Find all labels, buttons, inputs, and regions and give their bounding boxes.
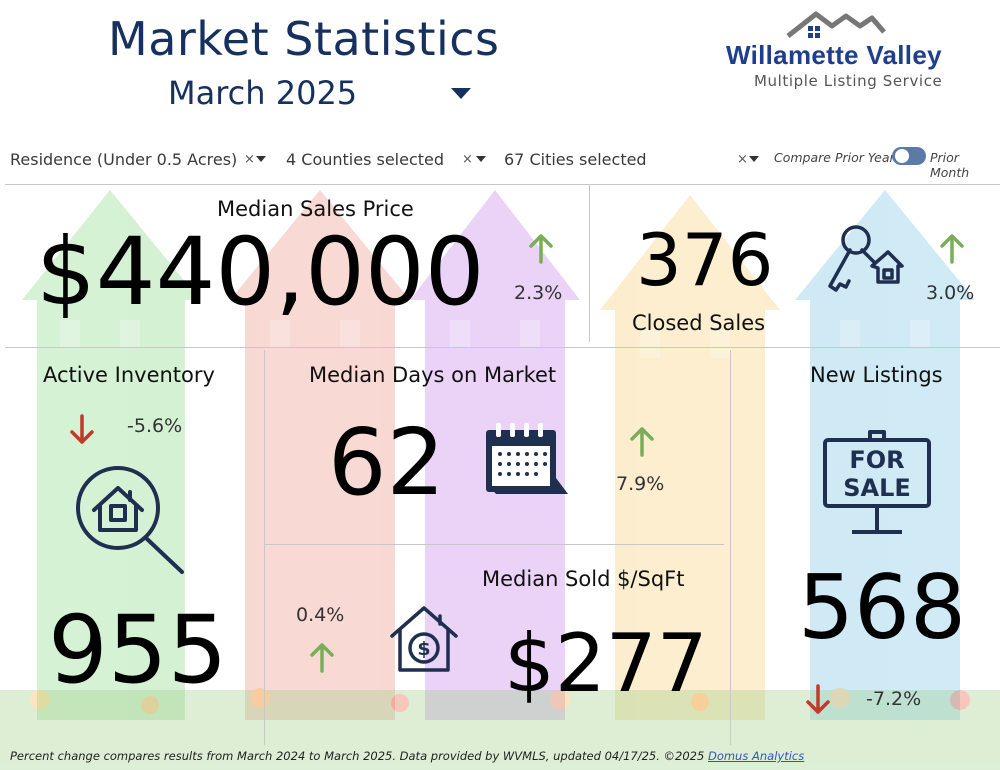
for-sale-sign-icon: FOR SALE — [823, 430, 931, 534]
active-inventory-value: 955 — [48, 596, 228, 705]
median-sales-price-value: $440,000 — [36, 218, 485, 327]
new-listings-value: 568 — [798, 556, 966, 659]
logo-subtitle: Multiple Listing Service — [754, 72, 943, 90]
new-listings-change: -7.2% — [866, 688, 922, 710]
divider — [264, 350, 265, 745]
arrow-up-icon — [630, 427, 654, 457]
roof-logo-icon — [786, 11, 886, 38]
footer-text: Percent change compares results from Mar… — [10, 749, 708, 763]
calendar-icon — [486, 423, 568, 494]
median-days-on-market-value: 62 — [328, 409, 446, 516]
logo-name: Willamette Valley — [726, 40, 942, 70]
divider — [264, 544, 724, 545]
arrow-up-icon — [940, 234, 964, 264]
house-key-icon — [828, 225, 904, 292]
for-sale-sign-line1: FOR — [849, 446, 904, 474]
period-selector[interactable]: March 2025 — [168, 74, 358, 112]
median-days-on-market-label: Median Days on Market — [309, 363, 557, 387]
filter-counties[interactable]: 4 Counties selected — [286, 150, 445, 169]
compare-toggle-knob[interactable] — [895, 149, 909, 163]
divider — [589, 185, 590, 342]
page-title: Market Statistics — [108, 12, 500, 66]
arrow-up-icon — [310, 643, 334, 673]
clear-property-type-icon[interactable]: × — [244, 152, 255, 167]
svg-text:$: $ — [417, 638, 430, 660]
domus-analytics-link[interactable]: Domus Analytics — [707, 749, 805, 763]
compare-prior-month-label: Prior Month — [930, 150, 970, 180]
chevron-down-icon[interactable] — [256, 156, 266, 162]
clear-cities-icon[interactable]: × — [737, 152, 748, 167]
median-days-on-market-change: 7.9% — [616, 473, 665, 495]
closed-sales-label: Closed Sales — [632, 311, 766, 335]
for-sale-sign-line2: SALE — [843, 474, 911, 502]
chevron-down-icon[interactable] — [749, 156, 759, 162]
house-dollar-icon: $ — [390, 606, 458, 672]
active-inventory-label: Active Inventory — [43, 363, 215, 387]
filter-property-type[interactable]: Residence (Under 0.5 Acres) — [10, 150, 238, 169]
median-sold-per-sqft-value: $277 — [504, 617, 708, 710]
compare-prior-year-label: Compare Prior Year — [774, 150, 895, 165]
divider — [730, 350, 731, 745]
arrow-up-icon — [529, 234, 553, 264]
active-inventory-change: -5.6% — [127, 415, 183, 437]
median-sold-per-sqft-change: 0.4% — [296, 604, 345, 626]
median-sales-price-label: Median Sales Price — [217, 197, 414, 221]
closed-sales-change: 3.0% — [926, 282, 975, 304]
median-sold-per-sqft-label: Median Sold $/SqFt — [482, 567, 685, 591]
divider — [5, 347, 1000, 348]
arrow-down-icon — [806, 684, 830, 714]
clear-counties-icon[interactable]: × — [462, 152, 473, 167]
chevron-down-icon[interactable] — [451, 88, 471, 99]
footer-note: Percent change compares results from Mar… — [10, 749, 804, 763]
chevron-down-icon[interactable] — [476, 156, 486, 162]
divider — [5, 184, 1000, 185]
filter-cities[interactable]: 67 Cities selected — [504, 150, 647, 169]
closed-sales-value: 376 — [636, 218, 774, 302]
new-listings-label: New Listings — [810, 363, 943, 387]
magnifier-house-icon — [76, 466, 184, 574]
median-sales-price-change: 2.3% — [514, 282, 563, 304]
arrow-down-icon — [70, 414, 94, 444]
